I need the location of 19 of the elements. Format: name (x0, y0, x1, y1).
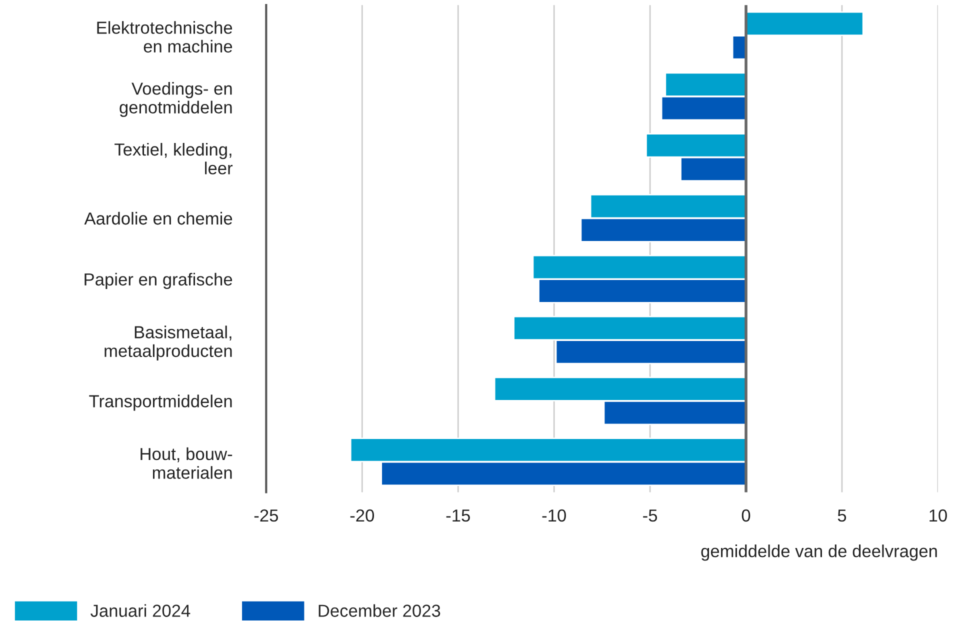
x-tick-label: -10 (542, 509, 566, 522)
y-tick-label: Voedings- en genotmiddelen (120, 82, 232, 117)
x-tick-label: 0 (742, 509, 750, 522)
y-tick-label: Textiel, kleding, leer (114, 142, 233, 174)
y-tick-label: Elektrotechnische en machine (97, 21, 232, 53)
y-tick-label: Aardolie en chemie (84, 212, 232, 225)
x-tick-label: -5 (643, 510, 658, 522)
legend-label: December 2023 (318, 604, 440, 617)
x-tick-label: 5 (838, 510, 846, 522)
x-tick-label: -15 (446, 510, 470, 522)
y-tick-label: Hout, bouw- materialen (140, 447, 232, 479)
x-tick-label: 10 (930, 509, 947, 522)
x-tick-label: -25 (254, 509, 278, 522)
y-tick-label: Papier en grafische (84, 272, 232, 290)
x-axis-title: gemiddelde van de deelvragen (701, 544, 937, 561)
y-tick-label: Basismetaal, metaalproducten (104, 326, 232, 361)
y-tick-label: Transportmiddelen (89, 394, 232, 411)
legend-label: Januari 2024 (90, 604, 190, 617)
x-tick-label: -20 (350, 509, 374, 522)
